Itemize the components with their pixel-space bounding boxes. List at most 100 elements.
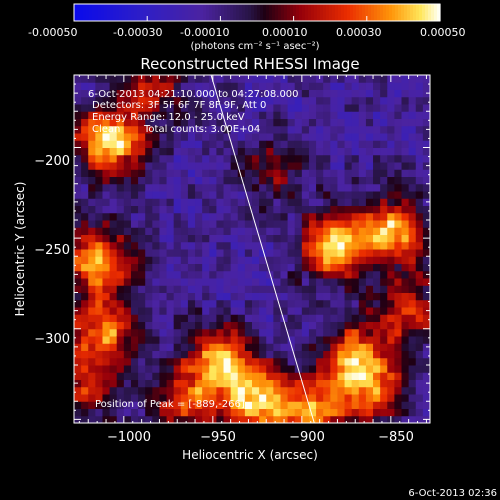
heatmap-cell	[123, 372, 132, 380]
heatmap-cell	[109, 401, 118, 409]
heatmap-cell	[308, 256, 317, 264]
heatmap-cell	[316, 234, 324, 243]
heatmap-cell	[408, 350, 417, 359]
heatmap-cell	[138, 401, 146, 409]
heatmap-cell	[216, 104, 225, 112]
heatmap-cell	[173, 314, 182, 322]
heatmap-cell	[287, 118, 296, 127]
heatmap-cell	[422, 111, 430, 119]
heatmap-cell	[373, 415, 381, 423]
heatmap-cell	[88, 249, 96, 257]
heatmap-cell	[130, 227, 139, 235]
heatmap-cell	[202, 241, 210, 250]
heatmap-cell	[422, 401, 430, 409]
heatmap-cell	[81, 118, 89, 127]
heatmap-cell	[394, 336, 403, 344]
heatmap-cell	[173, 241, 182, 250]
heatmap-cell	[287, 96, 296, 105]
heatmap-cell	[387, 328, 395, 337]
heatmap-cell	[252, 191, 260, 199]
heatmap-cell	[344, 111, 353, 119]
heatmap-cell	[252, 263, 260, 272]
heatmap-cell	[230, 328, 239, 337]
colorbar-cell	[230, 4, 234, 21]
heatmap-cell	[394, 169, 403, 177]
heatmap-cell	[237, 270, 246, 279]
heatmap-cell	[180, 357, 189, 366]
colorbar-cell	[350, 4, 354, 21]
heatmap-cell	[415, 415, 424, 423]
heatmap-cell	[337, 394, 346, 402]
heatmap-cell	[387, 336, 395, 344]
heatmap-cell	[394, 162, 403, 170]
heatmap-cell	[180, 321, 189, 330]
heatmap-cell	[166, 336, 175, 344]
heatmap-cell	[195, 278, 203, 286]
heatmap-cell	[237, 408, 246, 417]
heatmap-cell	[209, 299, 217, 308]
heatmap-cell	[223, 415, 232, 423]
heatmap-cell	[202, 111, 210, 119]
heatmap-cell	[387, 198, 395, 206]
heatmap-cell	[116, 314, 125, 322]
heatmap-cell	[202, 140, 210, 148]
heatmap-cell	[173, 321, 182, 330]
heatmap-cell	[138, 408, 146, 417]
colorbar: -0.00050 -0.00030 -0.00010 0.00010 0.000…	[28, 3, 466, 52]
heatmap-cell	[180, 278, 189, 286]
heatmap-cell	[173, 111, 182, 119]
heatmap-cell	[422, 183, 430, 192]
heatmap-cell	[145, 140, 153, 148]
heatmap-cell	[394, 307, 403, 315]
heatmap-cell	[187, 96, 196, 105]
heatmap-cell	[266, 314, 274, 322]
heatmap-cell	[159, 292, 168, 301]
heatmap-cell	[81, 292, 89, 301]
heatmap-cell	[223, 89, 232, 98]
heatmap-cell	[244, 292, 253, 301]
heatmap-cell	[74, 227, 82, 235]
heatmap-cell	[273, 234, 281, 243]
heatmap-cell	[180, 249, 189, 257]
heatmap-cell	[145, 162, 153, 170]
heatmap-cell	[387, 401, 395, 409]
heatmap-cell	[116, 162, 125, 170]
heatmap-cell	[180, 307, 189, 315]
heatmap-cell	[195, 328, 203, 337]
heatmap-cell	[145, 133, 153, 141]
heatmap-cell	[408, 307, 417, 315]
heatmap-cell	[180, 140, 189, 148]
heatmap-cell	[123, 183, 132, 192]
heatmap-cell	[202, 75, 210, 83]
colorbar-cell	[236, 4, 240, 21]
heatmap-cell	[387, 154, 395, 163]
heatmap-cell	[244, 89, 253, 98]
heatmap-cell	[387, 307, 395, 315]
heatmap-cell	[365, 198, 374, 206]
heatmap-cell	[230, 118, 239, 127]
colorbar-cell	[293, 4, 297, 21]
heatmap-cell	[187, 118, 196, 127]
heatmap-cell	[301, 357, 310, 366]
heatmap-cell	[323, 365, 331, 373]
heatmap-cell	[74, 212, 82, 221]
heatmap-cell	[308, 220, 317, 228]
heatmap-cell	[159, 220, 168, 228]
heatmap-cell	[216, 234, 225, 243]
heatmap-cell	[166, 96, 175, 105]
heatmap-cell	[216, 307, 225, 315]
heatmap-cell	[116, 234, 125, 243]
heatmap-cell	[373, 183, 381, 192]
heatmap-cell	[223, 96, 232, 105]
heatmap-cell	[159, 328, 168, 337]
heatmap-cell	[102, 299, 111, 308]
heatmap-cell	[301, 321, 310, 330]
heatmap-cell	[394, 292, 403, 301]
heatmap-cell	[244, 270, 253, 279]
heatmap-cell	[408, 379, 417, 388]
heatmap-cell	[330, 379, 338, 388]
heatmap-cell	[138, 372, 146, 380]
heatmap-cell	[216, 205, 225, 214]
colorbar-cell	[428, 4, 432, 21]
heatmap-cell	[351, 372, 360, 380]
